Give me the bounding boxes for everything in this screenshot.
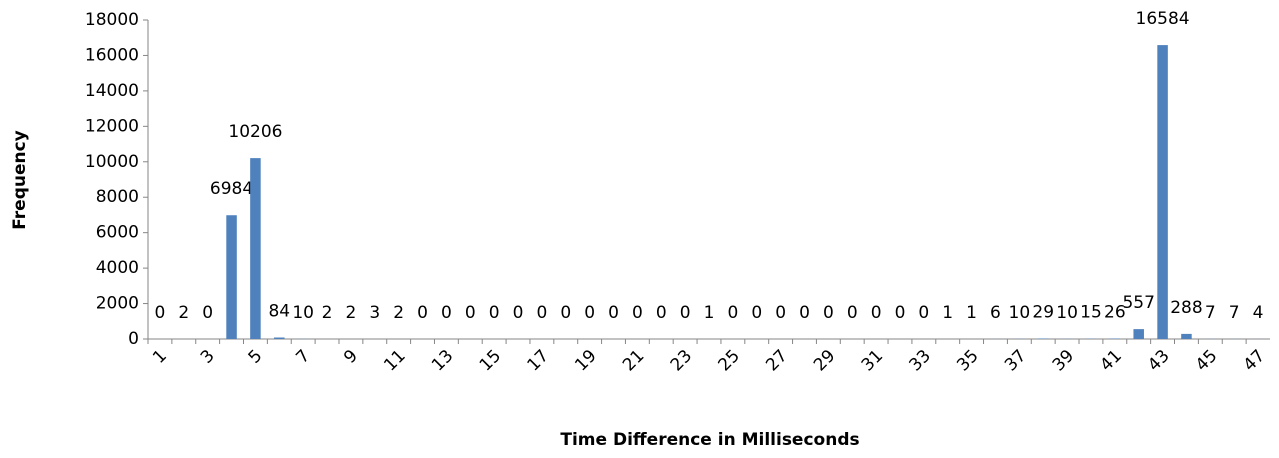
x-tick-label: 45	[1192, 346, 1221, 375]
data-label: 0	[155, 303, 166, 323]
x-tick-label: 15	[476, 346, 505, 375]
x-tick-label: 7	[292, 346, 314, 368]
data-label: 0	[847, 303, 858, 323]
x-tick-label: 17	[524, 346, 553, 375]
x-axis-title: Time Difference in Milliseconds	[560, 430, 859, 450]
data-label: 0	[727, 303, 738, 323]
y-tick-label: 8000	[96, 187, 139, 207]
x-tick-label: 39	[1049, 346, 1078, 375]
x-tick-label: 13	[428, 346, 457, 375]
x-tick-label: 23	[667, 346, 696, 375]
data-label: 1	[966, 303, 977, 323]
data-label: 0	[608, 303, 619, 323]
data-label: 288	[1170, 298, 1202, 318]
data-label: 0	[918, 303, 929, 323]
bar	[250, 158, 261, 339]
x-tick-label: 31	[858, 346, 887, 375]
data-label: 10	[1056, 303, 1078, 323]
bar	[1133, 329, 1144, 339]
bar	[1037, 338, 1049, 339]
x-tick-label: 27	[762, 346, 791, 375]
data-label: 26	[1104, 303, 1126, 323]
data-label: 16584	[1136, 9, 1190, 29]
x-tick-label: 29	[810, 346, 839, 375]
data-label: 10206	[228, 122, 282, 142]
y-tick-label: 14000	[85, 81, 139, 101]
x-tick-label: 47	[1240, 346, 1269, 375]
data-label: 10	[292, 303, 314, 323]
data-label: 0	[871, 303, 882, 323]
data-label: 557	[1122, 293, 1154, 313]
data-label: 0	[799, 303, 810, 323]
data-label: 0	[632, 303, 643, 323]
x-tick-label: 5	[245, 346, 267, 368]
data-label: 0	[680, 303, 691, 323]
x-tick-label: 43	[1144, 346, 1173, 375]
data-label: 6984	[210, 179, 253, 199]
y-tick-label: 12000	[85, 116, 139, 136]
data-label: 6	[990, 303, 1001, 323]
x-tick-label: 35	[953, 346, 982, 375]
y-tick-label: 16000	[85, 45, 139, 65]
data-label: 1	[704, 303, 715, 323]
data-label: 0	[202, 303, 213, 323]
data-label: 7	[1205, 303, 1216, 323]
x-tick-label: 1	[149, 346, 171, 368]
data-label: 0	[417, 303, 428, 323]
y-tick-label: 10000	[85, 152, 139, 172]
data-label: 29	[1032, 302, 1054, 322]
bar	[274, 337, 285, 339]
data-label: 2	[178, 303, 189, 323]
data-label: 2	[346, 303, 357, 323]
x-tick-label: 11	[380, 346, 409, 375]
bar	[1181, 333, 1192, 339]
data-label: 0	[536, 303, 547, 323]
data-label: 3	[369, 303, 380, 323]
x-tick-label: 19	[571, 346, 600, 375]
data-label: 1	[942, 303, 953, 323]
x-tick-label: 41	[1096, 346, 1125, 375]
x-tick-label: 33	[905, 346, 934, 375]
data-label: 0	[775, 303, 786, 323]
data-label: 10	[1009, 303, 1031, 323]
data-label: 2	[322, 303, 333, 323]
data-label: 0	[560, 303, 571, 323]
data-label: 0	[489, 303, 500, 323]
x-tick-label: 25	[714, 346, 743, 375]
y-tick-label: 18000	[85, 10, 139, 30]
y-tick-label: 4000	[96, 258, 139, 278]
y-axis-title: Frequency	[10, 130, 30, 230]
data-label: 0	[656, 303, 667, 323]
x-tick-label: 37	[1001, 346, 1030, 375]
y-tick-label: 6000	[96, 223, 139, 243]
x-tick-label: 9	[340, 346, 362, 368]
data-label: 15	[1080, 303, 1102, 323]
data-label: 0	[465, 303, 476, 323]
y-tick-label: 2000	[96, 294, 139, 314]
data-label: 2	[393, 303, 404, 323]
data-label: 4	[1253, 303, 1264, 323]
data-label: 84	[268, 302, 290, 322]
x-tick-label: 3	[197, 346, 219, 368]
bar	[226, 215, 237, 339]
data-label: 0	[441, 303, 452, 323]
data-label: 0	[823, 303, 834, 323]
data-label: 0	[584, 303, 595, 323]
data-label: 0	[513, 303, 524, 323]
bar	[1157, 45, 1168, 339]
data-label: 0	[751, 303, 762, 323]
x-tick-label: 21	[619, 346, 648, 375]
y-tick-label: 0	[128, 329, 139, 349]
data-label: 7	[1229, 303, 1240, 323]
data-label: 0	[895, 303, 906, 323]
